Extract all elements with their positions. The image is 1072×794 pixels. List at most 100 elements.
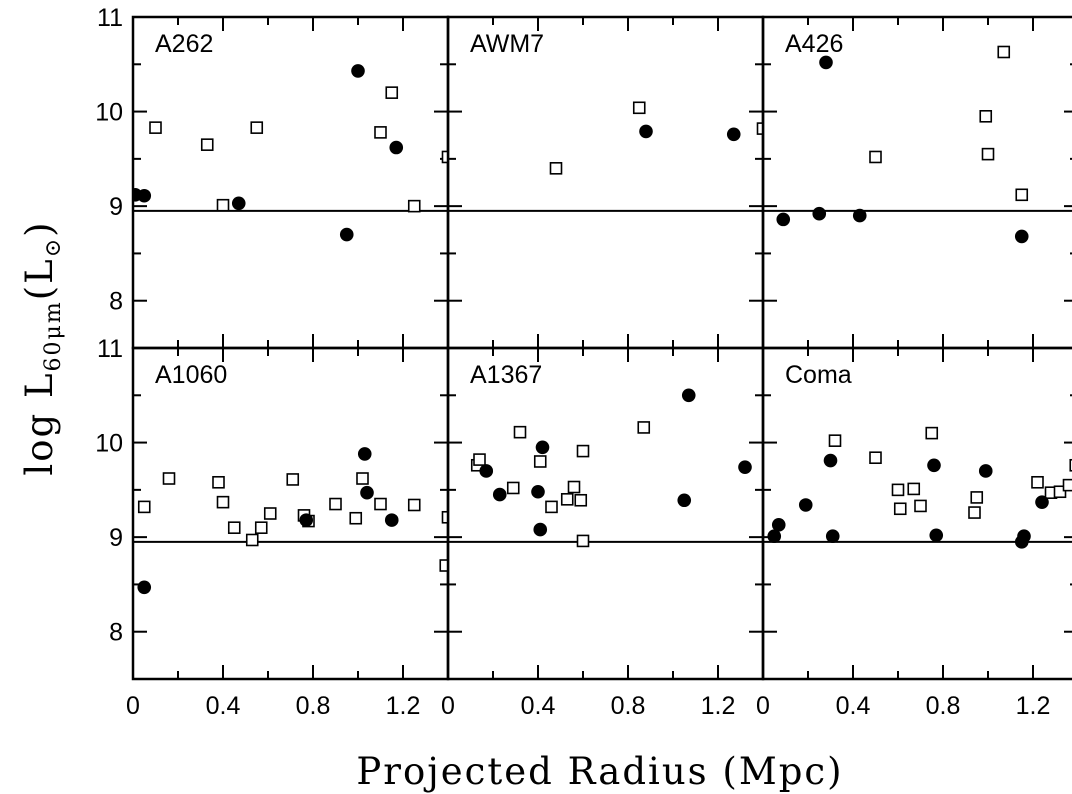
open-square-point (907, 482, 921, 496)
filled-circle-point (798, 498, 813, 512)
x-tick-label: 0.4 (836, 692, 871, 720)
open-square-point (997, 45, 1011, 59)
panel-frame (131, 15, 450, 350)
panel-frame (446, 15, 765, 350)
filled-circle-point (767, 529, 782, 543)
filled-circle-point (299, 513, 314, 527)
filled-circle-point (825, 529, 840, 543)
open-square-point (263, 507, 277, 520)
panel-ticks (132, 16, 449, 349)
filled-circle-point (726, 127, 741, 142)
y-tick-label: 8 (109, 288, 123, 316)
open-square-point (970, 491, 984, 504)
filled-circle-point (852, 208, 867, 223)
panel-a1060: A1060 8 9 10 11 0 0.4 0.8 1.2 (95, 335, 450, 720)
filled-circle-point (812, 206, 827, 221)
x-tick-label: 1.2 (1016, 692, 1051, 720)
filled-circle-point (771, 518, 786, 532)
y-tick-label: 9 (109, 193, 123, 221)
open-square-point (374, 126, 387, 139)
x-tick-label: 0.4 (206, 692, 241, 720)
open-square-point (637, 421, 651, 434)
open-square-point (560, 493, 574, 506)
panel-markers (133, 64, 448, 242)
open-square-point (513, 425, 527, 439)
x-axis-title: Projected Radius (Mpc) (356, 750, 843, 793)
open-square-point (137, 500, 151, 514)
panel-label: A1060 (155, 361, 227, 389)
panel-label: AWM7 (470, 30, 544, 58)
filled-circle-point (339, 227, 354, 242)
x-tick-label: 1.2 (386, 692, 421, 720)
y-axis-title-main: log L (18, 371, 61, 475)
filled-circle-point (535, 440, 550, 455)
filled-circle-point (927, 458, 941, 473)
open-square-point (374, 497, 387, 511)
open-square-point (1031, 475, 1044, 489)
panel-markers (767, 426, 1072, 549)
panel-ticks (762, 347, 1072, 680)
panel-label: A262 (155, 30, 213, 58)
open-square-point (979, 110, 993, 123)
open-square-point (1053, 485, 1067, 499)
open-square-point (200, 138, 214, 151)
open-square-point (473, 453, 486, 466)
open-square-point (828, 434, 842, 447)
open-square-point (254, 521, 268, 534)
open-square-point (756, 122, 763, 135)
y-axis-title-close: ) (18, 220, 61, 236)
open-square-point (545, 500, 558, 514)
panel-markers (549, 101, 763, 175)
panel-markers (137, 447, 448, 595)
filled-circle-point (360, 485, 374, 500)
filled-circle-point (351, 64, 365, 78)
open-square-point (385, 86, 399, 99)
open-square-point (914, 499, 927, 513)
open-square-point (981, 147, 995, 161)
filled-circle-point (823, 453, 838, 468)
panel-markers (470, 388, 752, 548)
y-tick-label: 10 (95, 430, 123, 458)
open-square-point (227, 521, 241, 534)
open-square-point (1015, 188, 1029, 202)
filled-circle-point (1035, 495, 1049, 509)
filled-circle-point (819, 55, 833, 70)
y-axis-title: log L60μm(L⊙) (18, 220, 66, 475)
y-axis-title-sub: 60μm (41, 300, 66, 371)
filled-circle-point (137, 188, 152, 203)
open-square-point (441, 510, 448, 524)
panel-ticks (447, 16, 764, 349)
panel-frame (446, 346, 765, 681)
panel-a1367: A1367 0 0.4 0.8 1.2 (441, 346, 765, 720)
panel-markers (776, 45, 1029, 244)
filled-circle-point (231, 196, 246, 211)
open-square-point (574, 493, 588, 507)
filled-circle-point (492, 487, 507, 502)
open-square-point (286, 473, 300, 486)
filled-circle-point (1014, 229, 1029, 244)
filled-circle-point (1017, 529, 1031, 543)
x-tick-label: 0 (441, 692, 455, 720)
open-square-point (533, 455, 547, 468)
y-tick-label: 8 (109, 619, 123, 647)
filled-circle-point (978, 464, 993, 478)
panel-label: A1367 (470, 361, 542, 389)
open-square-point (250, 121, 264, 134)
open-square-point (407, 199, 421, 213)
panel-coma: Coma 0 0.4 0.8 1.2 (756, 346, 1072, 720)
panel-a426: A426 (761, 15, 1072, 350)
y-tick-label: 11 (97, 4, 123, 32)
open-square-point (149, 121, 162, 134)
filled-circle-point (389, 140, 404, 155)
filled-circle-point (531, 484, 545, 499)
open-square-point (567, 480, 581, 494)
open-square-point (576, 534, 590, 548)
filled-circle-point (479, 464, 494, 478)
x-tick-label: 0.8 (926, 692, 961, 720)
x-tick-label: 0.4 (521, 692, 556, 720)
panel-label: A426 (785, 30, 843, 58)
filled-circle-point (677, 493, 692, 508)
panel-awm7: AWM7 (446, 15, 765, 350)
x-tick-label: 0.8 (611, 692, 646, 720)
